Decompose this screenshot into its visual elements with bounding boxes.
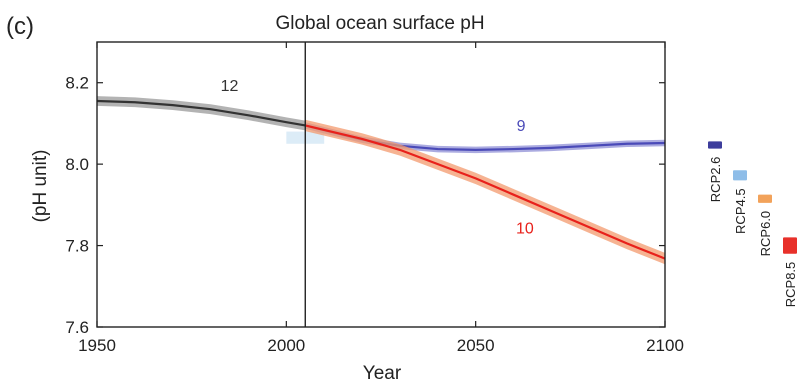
legend-bar-rcp4-5 [733, 170, 747, 181]
y-tick-label-7.6: 7.6 [65, 318, 89, 337]
x-tick-label-1950: 1950 [78, 336, 116, 355]
x-axis-label: Year [363, 363, 402, 382]
y-tick-label-8.2: 8.2 [65, 74, 89, 93]
y-tick-label-8: 8.0 [65, 155, 89, 174]
plot-frame [96, 41, 666, 328]
plot-area: 12 9 10 7.6 7.8 8.0 8.2 1950 2000 2050 2100 RCP2.6 R… [65, 41, 798, 355]
legend-label-rcp2-6: RCP2.6 [708, 157, 723, 203]
y-axis-label: (pH unit) [30, 150, 51, 223]
series-label-historical: 12 [221, 78, 239, 95]
series-label-rcp8-5: 10 [516, 220, 534, 237]
x-tick-label-2000: 2000 [267, 336, 305, 355]
legend-bar-rcp2-6 [708, 141, 722, 149]
chart-title: Global ocean surface pH [275, 13, 484, 34]
panel-label: (c) [6, 13, 34, 40]
legend-label-rcp4-5: RCP4.5 [733, 188, 748, 234]
series-line-historical [96, 99, 306, 127]
series-label-rcp2-6: 9 [517, 118, 526, 135]
legend-bar-rcp6-0 [758, 194, 772, 203]
series-band-historical [97, 96, 306, 131]
x-tick-label-2050: 2050 [457, 336, 495, 355]
series-line-rcp8-5 [305, 124, 666, 260]
x-tick-label-2100: 2100 [646, 336, 684, 355]
y-tick-label-7.8: 7.8 [65, 237, 89, 256]
legend-label-rcp6-0: RCP6.0 [758, 211, 773, 257]
legend-bar-rcp8-5 [783, 237, 797, 254]
legend-label-rcp8-5: RCP8.5 [783, 262, 798, 308]
